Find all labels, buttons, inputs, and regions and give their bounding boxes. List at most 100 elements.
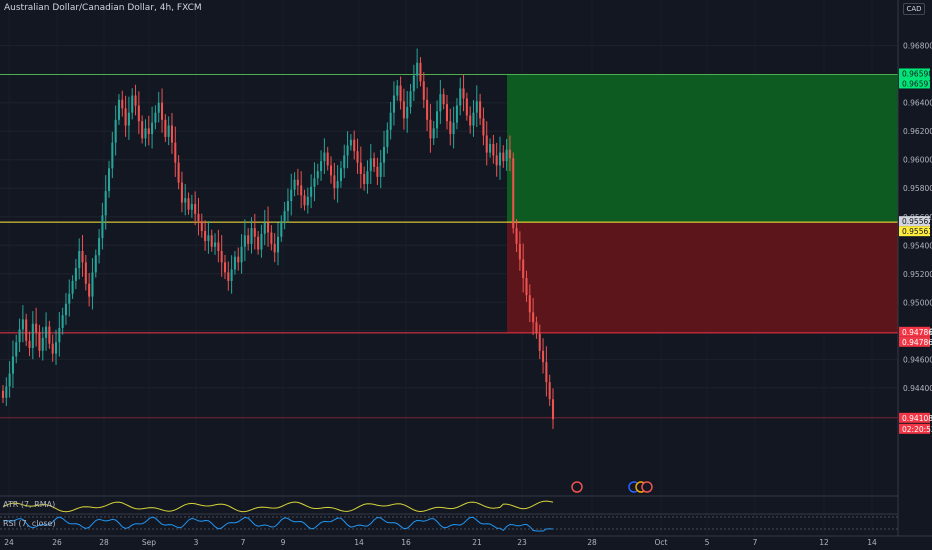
candle-body	[8, 373, 11, 387]
candle-body	[127, 112, 130, 126]
candle-body	[240, 246, 243, 263]
candle-body	[489, 144, 492, 153]
candle-body	[117, 99, 120, 120]
candle-body	[389, 112, 392, 130]
stop-price-tag-bg	[899, 326, 930, 337]
candle-body	[475, 101, 478, 113]
candle-body	[247, 235, 250, 244]
candle-body	[416, 62, 419, 76]
candle-body	[369, 158, 372, 172]
candle-body	[197, 213, 200, 222]
candle-body	[439, 94, 442, 112]
candle-body	[111, 142, 114, 169]
rsi-line	[2, 516, 554, 532]
candle-body	[250, 228, 253, 244]
candle-body	[283, 211, 286, 222]
candle-body	[124, 108, 127, 126]
candle-body	[426, 99, 429, 120]
atr-label[interactable]: ATR (7, RMA)	[3, 500, 56, 509]
candle-body	[58, 327, 61, 343]
candle-body	[214, 242, 217, 247]
candle-body	[190, 203, 193, 210]
candle-body	[376, 166, 379, 177]
candle-body	[515, 228, 518, 244]
candle-body	[346, 145, 349, 156]
candle-body	[223, 262, 227, 273]
candle-body	[28, 340, 31, 348]
entry-price-tag-2-bg	[899, 226, 930, 237]
candle-body	[310, 186, 313, 197]
price-axis[interactable]	[897, 0, 932, 536]
candle-body	[339, 168, 342, 182]
candle-body	[528, 295, 531, 313]
position-zones	[507, 74, 898, 333]
currency-badge[interactable]: CAD	[903, 3, 925, 15]
candle-body	[286, 201, 289, 212]
candle-body	[280, 221, 283, 237]
candle-body	[535, 322, 538, 334]
candle-body	[545, 362, 548, 383]
candle-body	[237, 256, 240, 263]
time-tick-label: 14	[354, 538, 364, 547]
candle-body	[548, 382, 551, 400]
candle-body	[449, 121, 452, 135]
target-zone	[507, 74, 898, 223]
candle-body	[482, 118, 485, 136]
time-tick-label: 7	[753, 538, 758, 547]
candle-body	[373, 158, 376, 167]
candle-body	[170, 125, 174, 143]
candle-body	[98, 238, 101, 256]
time-tick-label: 28	[587, 538, 597, 547]
rsi-pane	[0, 513, 898, 532]
time-tick-label: 26	[52, 538, 62, 547]
rsi-label[interactable]: RSI (7, close)	[3, 519, 56, 528]
last-price-tag: 0.94108	[902, 414, 932, 423]
candle-body	[5, 386, 8, 398]
time-tick-label: 7	[241, 538, 246, 547]
candle-body	[316, 171, 319, 179]
candle-body	[479, 101, 482, 119]
candle-body	[522, 259, 525, 279]
candle-body	[469, 115, 472, 126]
candle-body	[363, 173, 366, 184]
candle-body	[257, 236, 260, 250]
candle-body	[253, 228, 256, 237]
price-tick-label: 0.96400	[903, 99, 932, 108]
candle-body	[61, 315, 64, 328]
event-marker-icon	[641, 481, 653, 493]
price-tick-label: 0.96000	[903, 156, 932, 165]
last-price-tag-bg	[899, 412, 930, 423]
atr-line	[2, 500, 554, 513]
candle-body	[151, 122, 154, 135]
event-markers[interactable]	[571, 481, 653, 493]
price-tick-label: 0.94400	[903, 384, 932, 393]
stop-price-tag-2-bg	[899, 336, 930, 347]
candle-body	[200, 221, 203, 232]
entry-price-tag: 0.95562	[902, 217, 932, 226]
candle-body	[184, 198, 187, 203]
candle-body	[436, 111, 439, 129]
candle-body	[174, 142, 177, 163]
target-price-tag-bg	[899, 68, 930, 79]
candle-body	[472, 112, 475, 126]
candle-body	[296, 179, 299, 186]
candle-body	[333, 175, 336, 189]
candle-body	[412, 75, 415, 92]
candle-body	[349, 139, 352, 146]
candle-body	[502, 152, 505, 162]
candle-body	[326, 152, 329, 166]
candle-body	[525, 278, 528, 296]
candle-body	[329, 165, 333, 176]
candle-body	[518, 243, 521, 260]
candle-body	[442, 94, 445, 105]
candle-body	[452, 122, 455, 135]
candle-body	[276, 236, 280, 253]
time-tick-label: 5	[705, 538, 710, 547]
countdown-tag: 02:20:53	[902, 425, 932, 434]
candle-body	[392, 95, 395, 113]
candle-body	[379, 162, 382, 177]
candle-body	[273, 243, 276, 253]
candle-body	[260, 233, 263, 250]
candle-body	[353, 139, 356, 152]
